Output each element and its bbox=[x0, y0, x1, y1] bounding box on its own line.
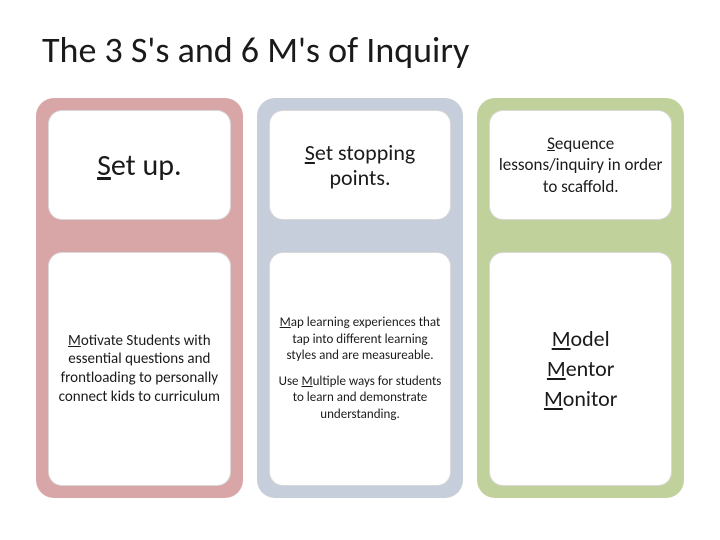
col2-p2-u: M bbox=[301, 374, 312, 389]
col3-mm-2-rest: entor bbox=[566, 355, 615, 382]
col2-top-cell: Set stopping points. bbox=[269, 110, 452, 220]
column-3: Sequence lessons/inquiry in order to sca… bbox=[477, 98, 684, 498]
col3-mm-3-rest: onitor bbox=[563, 385, 618, 412]
col2-bottom-p2: Use Multiple ways for students to learn … bbox=[278, 374, 443, 423]
col1-top-rest: et up. bbox=[111, 147, 182, 184]
col3-mm-2-u: M bbox=[547, 355, 566, 382]
col2-p2-rest: ultiple ways for students to learn and d… bbox=[293, 374, 442, 422]
col2-top-rest: et stopping points. bbox=[315, 139, 415, 191]
col3-bottom-cell: Model Mentor Monitor bbox=[489, 252, 672, 486]
col3-top-text: Sequence lessons/inquiry in order to sca… bbox=[498, 133, 663, 197]
col2-p2-pre: Use bbox=[279, 374, 302, 389]
col2-top-u: S bbox=[305, 139, 315, 166]
col2-bottom-cell: Map learning experiences that tap into d… bbox=[269, 252, 452, 486]
col3-mm-1: Model bbox=[552, 324, 610, 354]
slide: The 3 S's and 6 M's of Inquiry Set up. M… bbox=[0, 0, 720, 540]
slide-title: The 3 S's and 6 M's of Inquiry bbox=[42, 28, 684, 72]
col1-bottom-text: Motivate Students with essential questio… bbox=[57, 332, 222, 407]
col2-top-text: Set stopping points. bbox=[278, 140, 443, 191]
col1-bottom-u: M bbox=[68, 332, 81, 350]
col3-mm-1-rest: odel bbox=[571, 325, 610, 352]
col2-p1-u: M bbox=[280, 315, 291, 330]
col1-top-text: Set up. bbox=[97, 149, 182, 182]
col1-bottom-rest: otivate Students with essential question… bbox=[59, 332, 220, 406]
col3-top-rest: equence lessons/inquiry in order to scaf… bbox=[499, 133, 663, 197]
column-2: Set stopping points. Map learning experi… bbox=[257, 98, 464, 498]
col3-mm-1-u: M bbox=[552, 325, 571, 352]
col3-top-cell: Sequence lessons/inquiry in order to sca… bbox=[489, 110, 672, 220]
col2-p1-rest: ap learning experiences that tap into di… bbox=[286, 315, 440, 363]
col2-bottom-p1: Map learning experiences that tap into d… bbox=[278, 315, 443, 364]
col3-mm-3-u: M bbox=[544, 385, 563, 412]
col3-mm-2: Mentor bbox=[547, 354, 615, 384]
col1-bottom-cell: Motivate Students with essential questio… bbox=[48, 252, 231, 486]
col1-top-u: S bbox=[97, 147, 111, 184]
columns-container: Set up. Motivate Students with essential… bbox=[36, 98, 684, 498]
col1-top-cell: Set up. bbox=[48, 110, 231, 220]
col3-mm-3: Monitor bbox=[544, 384, 617, 414]
column-1: Set up. Motivate Students with essential… bbox=[36, 98, 243, 498]
col3-top-u: S bbox=[547, 133, 555, 154]
